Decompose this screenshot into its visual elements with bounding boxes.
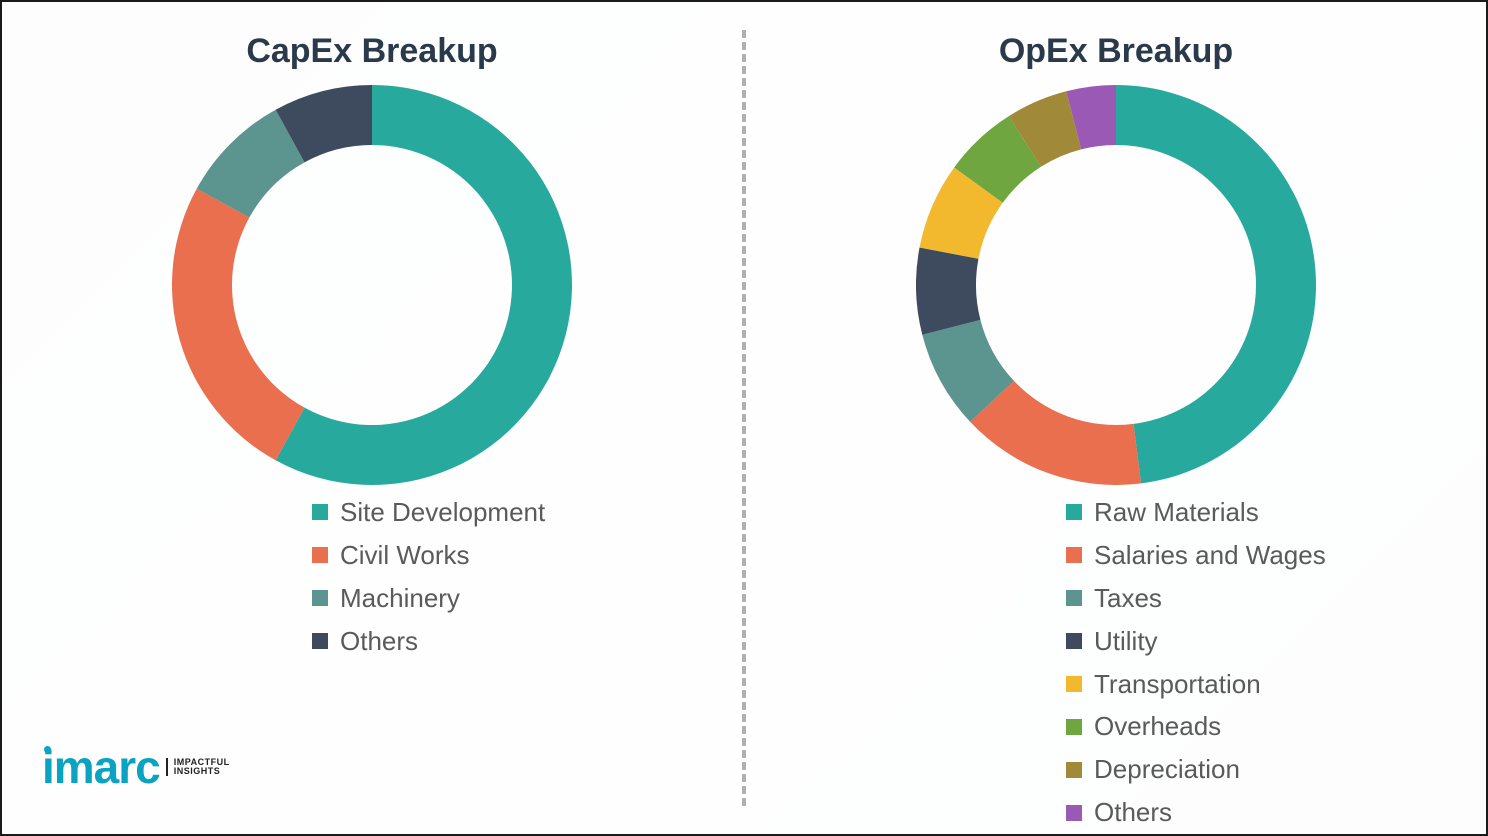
legend-swatch [312,504,328,520]
capex-legend: Site DevelopmentCivil WorksMachineryOthe… [42,491,545,663]
legend-item: Salaries and Wages [1066,534,1326,577]
legend-item: Depreciation [1066,748,1326,791]
donut-slice [916,248,980,335]
opex-legend: Raw MaterialsSalaries and WagesTaxesUtil… [786,491,1326,834]
opex-donut [916,85,1316,485]
capex-donut [172,85,572,485]
logo-tagline: IMPACTFUL INSIGHTS [166,758,230,777]
legend-label: Machinery [340,577,460,620]
legend-swatch [1066,805,1082,821]
legend-swatch [1066,633,1082,649]
legend-swatch [1066,719,1082,735]
legend-item: Others [1066,791,1326,834]
legend-swatch [1066,762,1082,778]
legend-label: Site Development [340,491,545,534]
legend-label: Others [1094,791,1172,834]
legend-swatch [1066,547,1082,563]
logo-text: imarc [42,741,160,793]
donut-slice [1116,85,1316,483]
logo-dot-icon [44,746,51,753]
legend-item: Machinery [312,577,545,620]
opex-panel: OpEx Breakup Raw MaterialsSalaries and W… [746,2,1486,834]
legend-label: Overheads [1094,705,1221,748]
logo-tagline-2: INSIGHTS [174,766,221,776]
legend-swatch [1066,504,1082,520]
legend-item: Site Development [312,491,545,534]
opex-donut-svg [916,85,1316,485]
legend-label: Civil Works [340,534,470,577]
logo-wordmark: imarc [42,740,160,794]
legend-label: Raw Materials [1094,491,1259,534]
legend-item: Others [312,620,545,663]
legend-item: Taxes [1066,577,1326,620]
legend-label: Utility [1094,620,1158,663]
legend-label: Others [340,620,418,663]
legend-label: Taxes [1094,577,1162,620]
legend-item: Raw Materials [1066,491,1326,534]
legend-swatch [1066,590,1082,606]
legend-swatch [1066,676,1082,692]
legend-item: Utility [1066,620,1326,663]
legend-item: Civil Works [312,534,545,577]
legend-label: Salaries and Wages [1094,534,1326,577]
legend-item: Overheads [1066,705,1326,748]
legend-label: Depreciation [1094,748,1240,791]
capex-panel: CapEx Breakup Site DevelopmentCivil Work… [2,2,742,834]
opex-title: OpEx Breakup [999,32,1233,71]
donut-slice [172,189,305,461]
legend-swatch [312,547,328,563]
legend-swatch [312,590,328,606]
legend-label: Transportation [1094,663,1261,706]
capex-donut-svg [172,85,572,485]
report-frame: CapEx Breakup Site DevelopmentCivil Work… [0,0,1488,836]
capex-title: CapEx Breakup [246,32,497,71]
brand-logo: imarc IMPACTFUL INSIGHTS [42,740,230,794]
legend-swatch [312,633,328,649]
legend-item: Transportation [1066,663,1326,706]
